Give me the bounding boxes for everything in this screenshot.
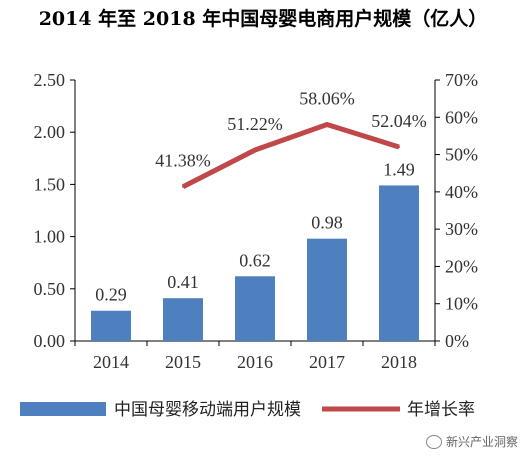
bar-data-label: 0.98 xyxy=(311,213,343,233)
x-tick-label: 2014 xyxy=(93,352,129,372)
line-data-label: 52.04% xyxy=(371,111,427,131)
x-tick-label: 2017 xyxy=(309,352,345,372)
bar xyxy=(307,238,347,341)
y-right-tick-label: 0% xyxy=(445,331,469,351)
y-right-tick-label: 10% xyxy=(445,294,478,314)
x-tick-label: 2016 xyxy=(237,352,273,372)
x-tick-label: 2015 xyxy=(165,352,201,372)
chart-title: 2014 年至 2018 年中国母婴电商用户规模（亿人） xyxy=(38,8,488,30)
growth-rate-line xyxy=(181,122,400,189)
line-data-label: 41.38% xyxy=(155,151,211,171)
legend-bar-label: 中国母婴移动端用户规模 xyxy=(114,400,301,420)
growth-rate-point xyxy=(254,149,256,152)
bar-data-label: 0.41 xyxy=(167,272,199,292)
bar xyxy=(235,276,275,341)
growth-rate-point xyxy=(326,123,328,126)
y-right-tick-label: 70% xyxy=(445,70,478,90)
growth-rate-point xyxy=(398,145,400,148)
watermark: 新兴产业洞察 xyxy=(425,433,518,450)
line-data-label: 58.06% xyxy=(299,89,355,109)
legend-line-label: 年增长率 xyxy=(407,400,475,420)
bar xyxy=(91,310,131,341)
bar-data-label: 0.29 xyxy=(95,285,127,305)
y-right-tick-label: 20% xyxy=(445,256,478,276)
y-right-tick-label: 60% xyxy=(445,107,478,127)
legend-bar-swatch xyxy=(20,402,106,416)
bar-data-label: 0.62 xyxy=(239,250,271,270)
y-left-tick-label: 0.50 xyxy=(34,279,66,299)
bar xyxy=(379,185,419,341)
y-left-tick-label: 1.00 xyxy=(34,227,66,247)
y-left-tick-label: 0.00 xyxy=(34,331,66,351)
y-right-tick-label: 50% xyxy=(445,145,478,165)
bar-data-label: 1.49 xyxy=(383,159,415,179)
bar xyxy=(163,298,203,341)
line-data-label: 51.22% xyxy=(227,114,283,134)
wechat-icon xyxy=(425,434,442,449)
watermark-text: 新兴产业洞察 xyxy=(445,435,518,449)
y-left-tick-label: 1.50 xyxy=(34,174,66,194)
y-right-tick-label: 40% xyxy=(445,182,478,202)
y-left-tick-label: 2.50 xyxy=(34,70,66,90)
x-tick-label: 2018 xyxy=(381,352,417,372)
y-left-tick-label: 2.00 xyxy=(34,122,66,142)
y-right-tick-label: 30% xyxy=(445,219,478,239)
growth-rate-point xyxy=(182,185,184,188)
